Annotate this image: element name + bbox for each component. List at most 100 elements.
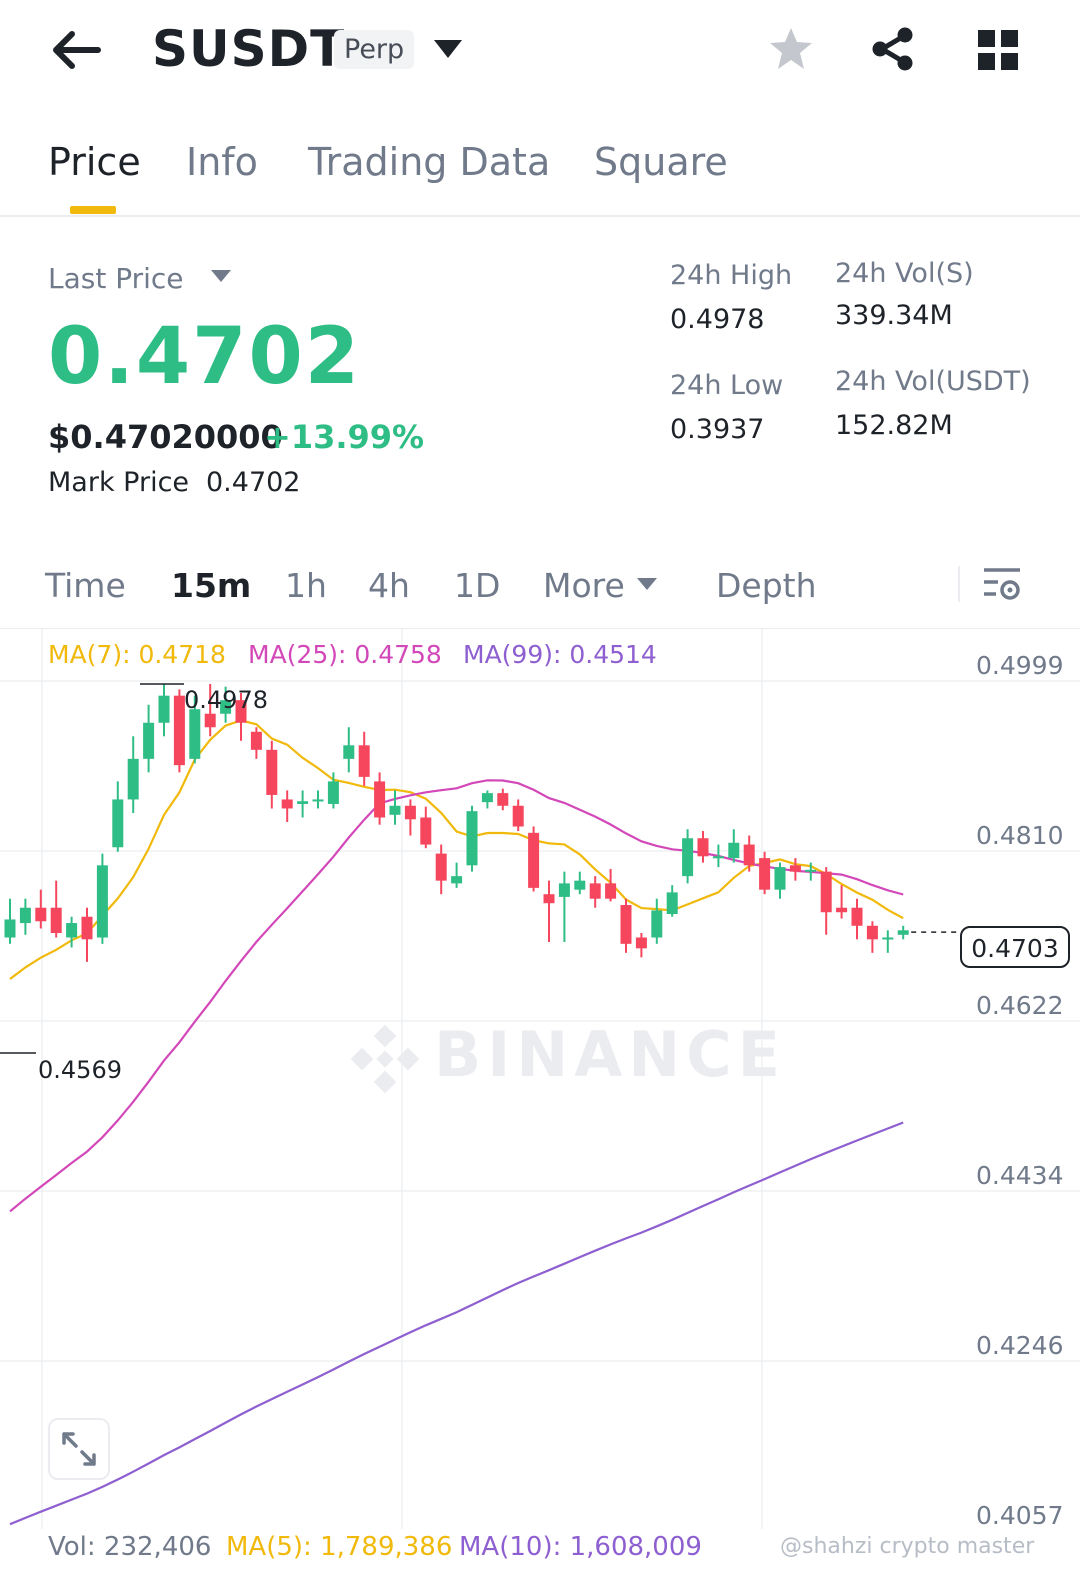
candle-body — [266, 749, 278, 795]
price-change-percent: +13.99% — [264, 418, 425, 456]
candle-body — [789, 865, 801, 872]
candle-body — [112, 799, 124, 848]
low-24h-label: 24h Low — [670, 370, 784, 401]
vol-usdt-24h-label: 24h Vol(USDT) — [835, 366, 1031, 397]
symbol-title[interactable]: SUSDT — [152, 20, 346, 78]
candle-body — [774, 867, 786, 890]
binance-logo-icon — [350, 1024, 420, 1094]
timeframe-1d[interactable]: 1D — [454, 566, 501, 605]
chart-grid — [0, 629, 1080, 1529]
y-axis-tick: 0.4057 — [976, 1501, 1064, 1530]
watermark-text: BINANCE — [434, 1018, 786, 1091]
candle-body — [528, 832, 540, 888]
tab-square[interactable]: Square — [594, 140, 728, 184]
ma25-label: MA(25): 0.4758 — [248, 640, 442, 669]
candle-body — [651, 910, 663, 938]
last-price-label[interactable]: Last Price — [48, 262, 184, 295]
ma7-label: MA(7): 0.4718 — [48, 640, 226, 669]
candle-body — [435, 853, 447, 881]
candles — [4, 683, 909, 962]
candle-body — [96, 865, 108, 938]
candle-body — [882, 937, 894, 940]
candle-body — [404, 805, 416, 820]
y-axis-tick: 0.4622 — [976, 991, 1064, 1020]
candle-body — [173, 695, 185, 766]
candle-body — [312, 799, 324, 802]
candle-body — [497, 793, 509, 806]
timeframe-1h[interactable]: 1h — [285, 566, 327, 605]
timeframe-more[interactable]: More — [543, 566, 625, 605]
candle-body — [743, 844, 755, 866]
high-24h-label: 24h High — [670, 260, 793, 291]
candle-body — [851, 907, 863, 926]
candle-body — [866, 925, 878, 940]
contract-type-badge: Perp — [334, 30, 415, 69]
tab-trading-data[interactable]: Trading Data — [308, 140, 551, 184]
candle-body — [897, 930, 909, 935]
candle-body — [35, 907, 47, 922]
ma25-line — [9, 779, 904, 1213]
ma99-label: MA(99): 0.4514 — [463, 640, 657, 669]
back-arrow-icon[interactable] — [48, 26, 104, 74]
symbol-dropdown-icon[interactable] — [432, 36, 464, 62]
candle-body — [682, 838, 694, 877]
ma99-line — [9, 1121, 904, 1526]
favorite-star-icon[interactable] — [768, 26, 814, 72]
low-marker-label: 0.4569 — [38, 1056, 122, 1084]
usd-price-value: $0.47020000 — [48, 418, 283, 456]
candle-body — [420, 817, 432, 845]
y-axis-tick: 0.4246 — [976, 1331, 1064, 1360]
share-icon[interactable] — [870, 26, 916, 72]
y-axis-tick: 0.4434 — [976, 1161, 1064, 1190]
timeframe-time[interactable]: Time — [45, 566, 126, 605]
vol-s-24h-label: 24h Vol(S) — [835, 258, 974, 289]
mark-price-label: Mark Price — [48, 467, 190, 498]
candlestick-chart[interactable] — [0, 629, 1080, 1529]
expand-icon — [62, 1432, 96, 1466]
candle-body — [543, 894, 555, 904]
tab-price[interactable]: Price — [48, 140, 141, 184]
candle-body — [235, 700, 247, 723]
candle-body — [4, 919, 16, 938]
timeframe-depth[interactable]: Depth — [716, 566, 817, 605]
timeframe-15m[interactable]: 15m — [171, 566, 252, 605]
candle-body — [189, 709, 201, 759]
mark-price-value: 0.4702 — [206, 467, 301, 498]
tab-info[interactable]: Info — [186, 140, 258, 184]
y-axis-tick: 0.4999 — [976, 651, 1064, 680]
candle-body — [297, 801, 309, 804]
candle-body — [481, 793, 493, 803]
candle-body — [358, 745, 370, 777]
candle-body — [343, 745, 355, 759]
candle-body — [697, 838, 709, 857]
candle-body — [712, 856, 724, 859]
grid-menu-icon[interactable] — [976, 28, 1020, 72]
ma7-line — [9, 719, 904, 980]
candle-body — [220, 700, 232, 714]
candle-body — [143, 722, 155, 759]
candle-body — [327, 781, 339, 804]
candle-body — [728, 842, 740, 859]
candle-body — [820, 871, 832, 913]
timeframe-4h[interactable]: 4h — [368, 566, 410, 605]
more-dropdown-icon[interactable] — [636, 576, 658, 592]
candle-body — [589, 883, 601, 899]
candle-body — [805, 869, 817, 872]
chart-settings-icon[interactable] — [982, 564, 1022, 604]
high-24h-value: 0.4978 — [670, 304, 765, 335]
candle-body — [127, 758, 139, 800]
candle-body — [558, 883, 570, 897]
credit-watermark: @shahzi crypto master — [780, 1534, 1035, 1559]
candle-body — [466, 811, 478, 866]
candle-body — [19, 907, 31, 924]
candle-body — [204, 713, 216, 728]
volume-label: Vol: 232,406 — [48, 1532, 212, 1562]
binance-watermark: BINANCE — [350, 1018, 786, 1094]
candle-body — [620, 905, 632, 944]
last-price-dropdown-icon[interactable] — [210, 268, 232, 284]
candle-body — [158, 695, 170, 723]
candle-body — [574, 880, 586, 890]
candle-body — [666, 892, 678, 915]
vol-usdt-24h-value: 152.82M — [835, 410, 953, 441]
fullscreen-button[interactable] — [48, 1418, 110, 1480]
